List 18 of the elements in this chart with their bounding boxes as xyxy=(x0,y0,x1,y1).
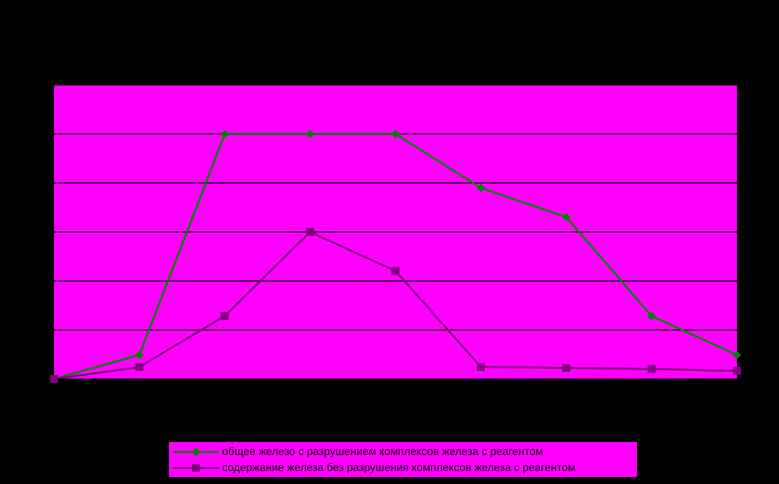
legend-label: содержание железа без разрушения комплексов железа с реагентом xyxy=(222,462,576,474)
point xyxy=(476,184,485,192)
point xyxy=(135,362,144,371)
point xyxy=(392,266,400,275)
legend-label: общее железо с разрушением комплексов железа с реагентом xyxy=(222,446,544,458)
point xyxy=(733,366,741,375)
point xyxy=(648,312,656,320)
point xyxy=(476,362,485,371)
point xyxy=(220,312,229,320)
point xyxy=(392,130,400,138)
point xyxy=(562,213,570,222)
point xyxy=(306,228,314,236)
point xyxy=(135,350,144,359)
point xyxy=(562,364,570,372)
point xyxy=(733,350,741,359)
point xyxy=(306,130,314,138)
point xyxy=(648,364,656,373)
point xyxy=(220,130,229,138)
